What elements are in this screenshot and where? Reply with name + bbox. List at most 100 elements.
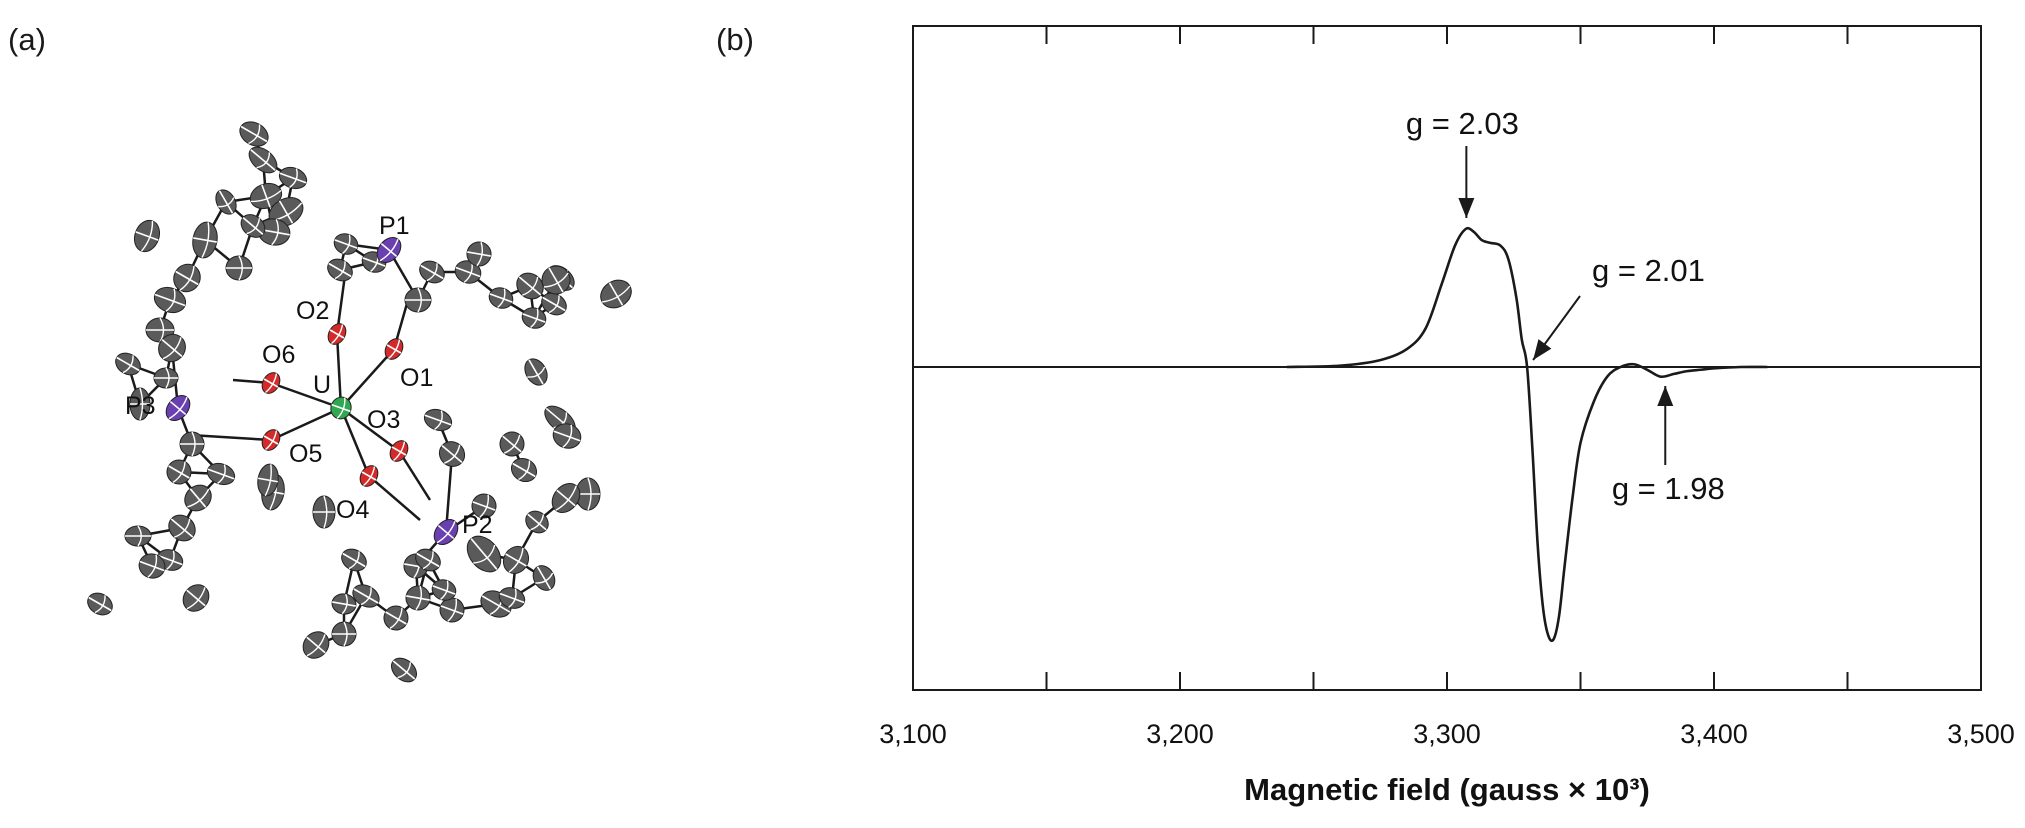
carbon-atom <box>471 493 497 519</box>
atom-label-u: U <box>313 371 331 399</box>
oxygen-atom-o2 <box>327 323 347 345</box>
x-tick-label: 3,300 <box>1413 719 1481 749</box>
bond <box>339 407 371 477</box>
carbon-atom <box>466 535 502 573</box>
carbon-atom <box>206 462 236 486</box>
atom-label-o1: O1 <box>400 364 433 392</box>
carbon-atom <box>248 146 278 174</box>
panel-b-label: (b) <box>716 22 754 57</box>
carbon-atom <box>129 387 151 421</box>
carbon-atom <box>341 548 367 572</box>
carbon-atom <box>225 255 253 281</box>
carbon-atom <box>524 358 548 386</box>
carbon-atom <box>404 287 432 313</box>
annotation-g-1-98: g = 1.98 <box>1612 471 1725 506</box>
carbon-atom <box>541 265 571 295</box>
molecular-structure: P1 O2 O6 O1 P3 U O3 O5 O4 P2 <box>87 121 632 683</box>
carbon-atom <box>419 260 445 284</box>
carbon-atom <box>240 214 266 238</box>
bond <box>189 433 272 442</box>
atom-label-o6: O6 <box>262 341 295 369</box>
atom-label-o4: O4 <box>336 496 369 524</box>
carbon-atom <box>153 286 187 314</box>
carbon-atom <box>168 514 196 542</box>
oxygen-atom-o3 <box>389 440 409 462</box>
carbon-atom <box>138 553 166 579</box>
carbon-atom <box>352 584 380 608</box>
carbon-atom <box>525 510 549 534</box>
carbon-atom <box>438 441 466 467</box>
carbon-ellipsoids <box>87 121 632 683</box>
carbon-atom <box>551 483 581 513</box>
carbon-atom <box>415 548 441 572</box>
oxygen-atom-o6 <box>261 372 281 394</box>
oxygen-atom-o5 <box>261 429 281 451</box>
arrow-g-1-98-head <box>1657 386 1674 406</box>
bond <box>270 406 342 442</box>
x-axis-label: Magnetic field (gauss × 10³) <box>1244 772 1650 807</box>
atom-label-o3: O3 <box>367 406 400 434</box>
atom-label-p3: P3 <box>125 392 156 420</box>
carbon-atom <box>173 263 201 293</box>
bond <box>335 333 343 409</box>
carbon-atom <box>390 657 418 683</box>
phosphorus-atom-p1 <box>376 236 402 264</box>
bond <box>368 475 421 521</box>
panel-a-label: (a) <box>8 22 46 57</box>
carbon-atom <box>502 545 530 575</box>
x-tick-label: 3,400 <box>1680 719 1748 749</box>
carbon-atom <box>184 484 212 512</box>
carbon-atom <box>158 333 186 363</box>
arrow-g-2-01-head <box>1533 339 1552 360</box>
carbon-atom <box>600 279 632 309</box>
carbon-atom <box>249 182 283 210</box>
carbon-atom <box>331 621 357 647</box>
x-tick-label: 3,500 <box>1947 719 2015 749</box>
bond <box>340 406 400 453</box>
x-axis-ticks <box>1045 26 1849 690</box>
carbon-atom <box>124 525 152 547</box>
g-value-annotations: g = 2.03 g = 2.01 g = 1.98 <box>1406 106 1725 506</box>
carbon-atom <box>333 233 359 255</box>
carbon-atom <box>488 287 514 309</box>
carbon-atom <box>405 585 431 611</box>
atom-labels: P1 O2 O6 O1 P3 U O3 O5 O4 P2 <box>125 212 493 539</box>
carbon-atom <box>257 463 279 497</box>
atom-label-p1: P1 <box>379 212 410 240</box>
carbon-atom <box>552 423 582 449</box>
oxygen-atom-o1 <box>384 338 404 360</box>
bond <box>397 450 432 501</box>
carbon-atom <box>439 597 465 623</box>
carbon-atom <box>166 459 192 485</box>
carbon-atom <box>153 367 179 389</box>
carbon-atom <box>499 431 525 457</box>
carbon-atom <box>431 579 457 601</box>
uranium-atom <box>330 396 352 420</box>
carbon-atom <box>575 477 601 511</box>
carbon-atom <box>278 166 308 190</box>
bond <box>270 381 342 410</box>
carbon-atom <box>239 121 269 147</box>
carbon-atom <box>133 219 161 253</box>
coordination-core <box>165 236 459 546</box>
carbon-atom <box>541 292 567 316</box>
bond <box>444 453 454 533</box>
carbon-atom <box>498 587 526 609</box>
carbon-atom <box>87 592 113 616</box>
carbon-atom <box>532 565 556 591</box>
carbon-atom <box>182 584 210 612</box>
x-tick-label: 3,200 <box>1146 719 1214 749</box>
x-axis-tick-labels: 3,100 3,200 3,300 3,400 3,500 <box>879 719 2015 749</box>
carbon-atom <box>466 241 492 267</box>
annotation-g-2-01: g = 2.01 <box>1592 253 1705 288</box>
annotation-g-2-03: g = 2.03 <box>1406 106 1519 141</box>
carbon-atom <box>423 408 453 432</box>
carbon-atom <box>521 307 547 329</box>
carbon-atom <box>179 431 205 457</box>
carbon-atom <box>312 495 336 529</box>
arrow-g-2-03-head <box>1458 198 1475 218</box>
oxygen-atom-o4 <box>359 465 379 487</box>
phosphorus-atom-p2 <box>433 518 459 546</box>
carbon-atom <box>383 605 409 631</box>
